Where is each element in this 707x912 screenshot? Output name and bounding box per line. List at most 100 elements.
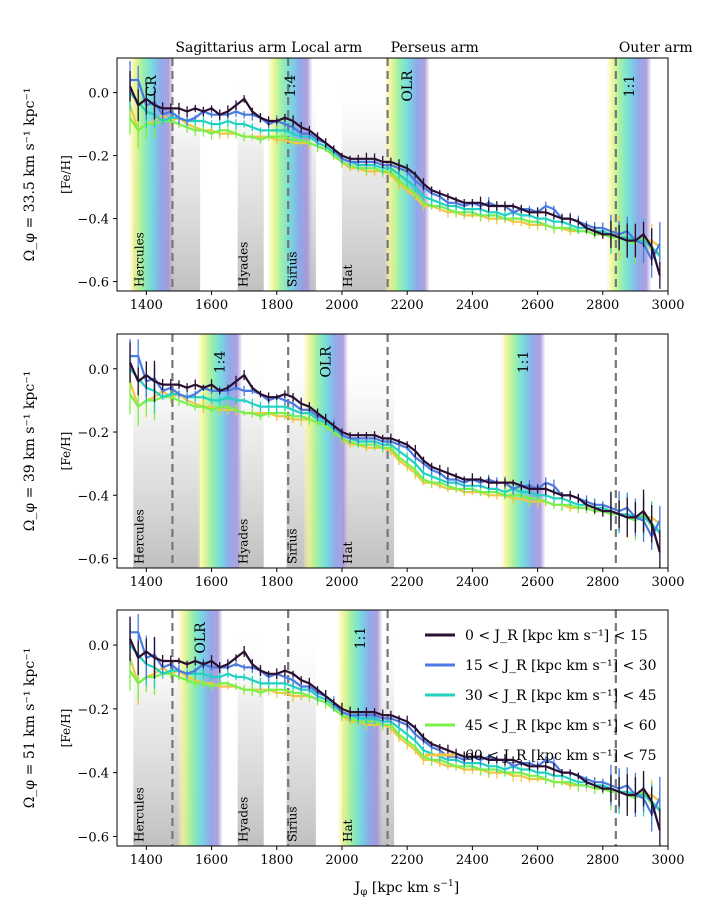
moving-group-band bbox=[237, 352, 264, 568]
x-tick-label: 1400 bbox=[130, 298, 163, 313]
x-tick-label: 1800 bbox=[260, 298, 293, 313]
series-line bbox=[128, 85, 661, 276]
resonance-band bbox=[500, 334, 545, 568]
x-tick-label: 2400 bbox=[456, 298, 489, 313]
y-tick-label: −0.4 bbox=[77, 489, 109, 504]
series-line bbox=[129, 393, 661, 532]
spiral-arm-label: Local arm bbox=[291, 40, 362, 56]
moving-group-label: Hat bbox=[341, 264, 355, 287]
moving-group-label: Hercules bbox=[132, 509, 146, 564]
y-tick-label: −0.6 bbox=[77, 830, 109, 845]
axes-frame bbox=[116, 609, 669, 847]
series-line bbox=[128, 638, 661, 831]
spiral-arm-label: Perseus arm bbox=[391, 40, 479, 56]
panel-2: Hercules Hyades Sirius Hat 1:4 OLR 1:1 1400 1600… bbox=[22, 333, 685, 590]
axes-frame bbox=[116, 57, 669, 292]
y-tick-label: −0.2 bbox=[77, 426, 109, 441]
resonance-band bbox=[267, 58, 312, 291]
legend-label: 30 < J_R [kpc km s⁻¹] < 45 bbox=[465, 688, 657, 704]
pattern-speed-label: Ω_φ = 39 km s⁻¹ kpc⁻¹ bbox=[22, 371, 38, 531]
x-tick-label: 1800 bbox=[260, 575, 293, 590]
series-line bbox=[128, 381, 661, 525]
pattern-speed-label: Ω_φ = 33.5 km s⁻¹ kpc⁻¹ bbox=[22, 88, 38, 262]
legend: 0 < J_R [kpc km s⁻¹] < 15 15 < J_R [kpc k… bbox=[425, 628, 657, 764]
panel-3: Hercules Hyades Sirius Hat OLR 1:1 1400 1600 180… bbox=[22, 609, 685, 868]
plot-area bbox=[128, 610, 661, 846]
x-tick-label: 2000 bbox=[325, 298, 358, 313]
x-tick-label: 3000 bbox=[651, 298, 684, 313]
moving-group-label: Hyades bbox=[237, 797, 251, 842]
x-axis-label: Jφ [kpc km s−1] bbox=[353, 879, 459, 898]
legend-label: 0 < J_R [kpc km s⁻¹] < 15 bbox=[465, 628, 648, 644]
moving-group-label: Sirius bbox=[286, 806, 300, 842]
plot-area bbox=[128, 58, 661, 291]
resonance-label: OLR bbox=[193, 622, 209, 654]
series-line bbox=[128, 362, 661, 553]
resonance-band bbox=[178, 610, 223, 846]
x-tick-label: 2200 bbox=[391, 853, 424, 868]
y-tick-label: −0.4 bbox=[77, 213, 109, 228]
moving-group-label: Hyades bbox=[237, 242, 251, 287]
moving-group-label: Hercules bbox=[132, 232, 146, 287]
x-tick-label: 2200 bbox=[391, 575, 424, 590]
moving-group-band bbox=[237, 76, 264, 291]
series-line bbox=[129, 117, 661, 255]
x-tick-label: 2800 bbox=[586, 853, 619, 868]
y-axis-label: [Fe/H] bbox=[59, 709, 73, 748]
plot-area bbox=[128, 334, 661, 568]
series-line bbox=[129, 368, 661, 534]
y-tick-label: −0.2 bbox=[77, 150, 109, 165]
resonance-label: OLR bbox=[400, 70, 416, 102]
resonance-band bbox=[197, 334, 242, 568]
pattern-speed-label: Ω_φ = 51 km s⁻¹ kpc⁻¹ bbox=[22, 648, 38, 808]
x-tick-label: 2000 bbox=[325, 575, 358, 590]
x-tick-label: 1600 bbox=[195, 298, 228, 313]
moving-group-label: Sirius bbox=[286, 528, 300, 564]
y-tick-label: −0.4 bbox=[77, 767, 109, 782]
x-tick-label: 2800 bbox=[586, 298, 619, 313]
resonance-band bbox=[129, 58, 174, 291]
moving-group-label: Hyades bbox=[237, 519, 251, 564]
series-line bbox=[128, 657, 661, 803]
x-tick-label: 1600 bbox=[195, 575, 228, 590]
resonance-band bbox=[337, 610, 382, 846]
resonance-label: CR bbox=[144, 75, 160, 97]
resonance-label: 1:1 bbox=[622, 75, 638, 98]
y-tick-label: −0.6 bbox=[77, 553, 109, 568]
x-tick-label: 2400 bbox=[456, 575, 489, 590]
resonance-label: 1:4 bbox=[283, 75, 299, 98]
spiral-arm-label: Outer arm bbox=[619, 40, 693, 56]
series-line bbox=[129, 91, 661, 258]
y-axis-label: [Fe/H] bbox=[59, 432, 73, 471]
y-tick-label: 0.0 bbox=[88, 363, 109, 378]
spiral-arm-label: Sagittarius arm bbox=[175, 40, 286, 56]
moving-group-label: Hercules bbox=[132, 787, 146, 842]
y-axis-label: [Fe/H] bbox=[59, 155, 73, 194]
legend-label: 15 < J_R [kpc km s⁻¹] < 30 bbox=[465, 658, 657, 674]
moving-group-label: Hat bbox=[341, 541, 355, 564]
x-tick-label: 1400 bbox=[130, 575, 163, 590]
moving-group-band bbox=[341, 352, 395, 568]
x-tick-label: 3000 bbox=[651, 575, 684, 590]
moving-group-label: Sirius bbox=[286, 251, 300, 287]
y-tick-label: 0.0 bbox=[88, 87, 109, 102]
series-line bbox=[128, 104, 661, 248]
x-tick-label: 2600 bbox=[521, 853, 554, 868]
x-tick-label: 1600 bbox=[195, 853, 228, 868]
y-tick-label: −0.6 bbox=[77, 276, 109, 291]
x-tick-label: 3000 bbox=[651, 853, 684, 868]
x-tick-label: 2400 bbox=[456, 853, 489, 868]
moving-group-band bbox=[237, 628, 264, 846]
resonance-label: 1:1 bbox=[516, 351, 532, 374]
x-tick-label: 2200 bbox=[391, 298, 424, 313]
panel-1: Hercules Hyades Sirius Hat CR 1:4 OLR 1:1 Sagitt… bbox=[22, 40, 693, 313]
y-tick-label: −0.2 bbox=[77, 703, 109, 718]
x-tick-label: 2600 bbox=[521, 575, 554, 590]
axes-frame bbox=[116, 333, 669, 569]
series-line bbox=[129, 670, 661, 809]
resonance-label: OLR bbox=[319, 346, 335, 378]
x-tick-label: 2600 bbox=[521, 298, 554, 313]
resonance-label: 1:1 bbox=[353, 627, 369, 650]
resonance-label: 1:4 bbox=[213, 351, 229, 374]
